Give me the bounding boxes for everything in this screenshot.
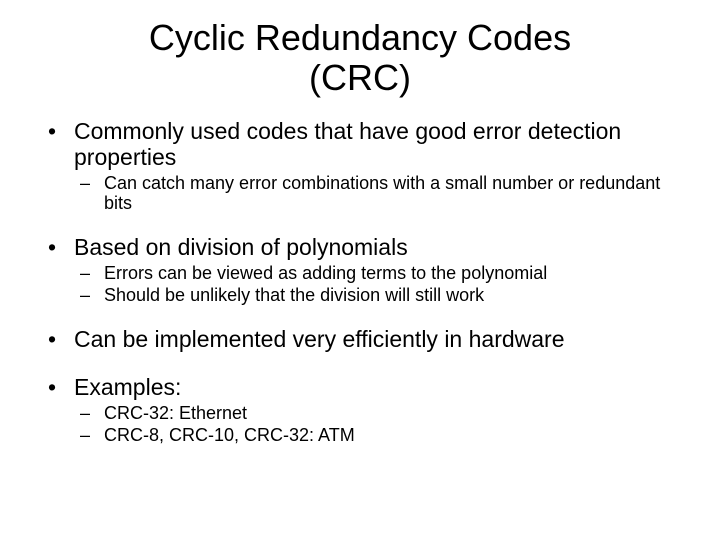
title-line-2: (CRC): [309, 57, 411, 98]
slide-title: Cyclic Redundancy Codes (CRC): [40, 18, 680, 97]
title-line-1: Cyclic Redundancy Codes: [149, 17, 571, 58]
sub-bullet-list: Can catch many error combinations with a…: [74, 173, 680, 213]
bullet-item: Based on division of polynomials Errors …: [40, 235, 680, 305]
sub-bullet-text: Errors can be viewed as adding terms to …: [104, 263, 547, 283]
sub-bullet-item: CRC-8, CRC-10, CRC-32: ATM: [74, 425, 680, 445]
sub-bullet-text: Should be unlikely that the division wil…: [104, 285, 484, 305]
bullet-item: Commonly used codes that have good error…: [40, 119, 680, 213]
sub-bullet-text: Can catch many error combinations with a…: [104, 173, 660, 213]
sub-bullet-text: CRC-8, CRC-10, CRC-32: ATM: [104, 425, 355, 445]
sub-bullet-list: CRC-32: Ethernet CRC-8, CRC-10, CRC-32: …: [74, 403, 680, 445]
bullet-item: Examples: CRC-32: Ethernet CRC-8, CRC-10…: [40, 375, 680, 445]
bullet-text: Commonly used codes that have good error…: [74, 118, 621, 170]
sub-bullet-item: CRC-32: Ethernet: [74, 403, 680, 423]
sub-bullet-text: CRC-32: Ethernet: [104, 403, 247, 423]
sub-bullet-item: Can catch many error combinations with a…: [74, 173, 680, 213]
sub-bullet-item: Errors can be viewed as adding terms to …: [74, 263, 680, 283]
bullet-item: Can be implemented very efficiently in h…: [40, 327, 680, 353]
sub-bullet-list: Errors can be viewed as adding terms to …: [74, 263, 680, 305]
bullet-list: Commonly used codes that have good error…: [40, 119, 680, 445]
sub-bullet-item: Should be unlikely that the division wil…: [74, 285, 680, 305]
slide: Cyclic Redundancy Codes (CRC) Commonly u…: [0, 0, 720, 540]
bullet-text: Examples:: [74, 374, 181, 400]
bullet-text: Based on division of polynomials: [74, 234, 408, 260]
bullet-text: Can be implemented very efficiently in h…: [74, 326, 565, 352]
